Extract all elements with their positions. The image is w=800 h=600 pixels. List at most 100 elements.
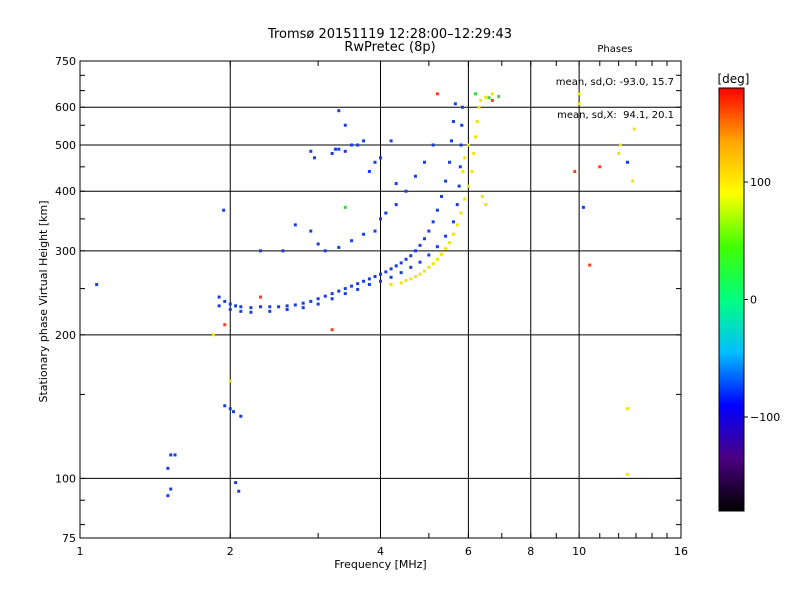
x-tick-label: 1 xyxy=(77,545,84,558)
data-point-x xyxy=(422,269,426,273)
data-point-o xyxy=(440,194,444,198)
data-point-o xyxy=(356,282,360,286)
data-point-o xyxy=(217,295,221,299)
data-point-o xyxy=(239,309,243,313)
data-point-o xyxy=(166,494,170,498)
y-axis-label: Stationary phase Virtual Height [km] xyxy=(37,200,50,402)
data-point-o xyxy=(239,414,243,418)
colorbar-tick-label: 0 xyxy=(750,294,757,307)
data-point-o xyxy=(337,147,341,151)
data-point-o xyxy=(394,203,398,207)
data-point-o xyxy=(404,189,408,193)
data-point-o xyxy=(418,260,422,264)
data-point-o xyxy=(379,272,382,276)
data-point-o xyxy=(362,279,366,283)
data-point-o xyxy=(367,277,371,281)
data-point-x xyxy=(431,262,435,266)
data-point-o xyxy=(301,306,305,310)
data-point-x xyxy=(389,282,393,286)
data-point-o xyxy=(309,229,313,233)
data-point-o xyxy=(356,287,360,291)
data-point-x xyxy=(470,169,474,173)
data-point-o xyxy=(413,174,417,178)
data-point-x xyxy=(480,194,484,198)
data-point-o xyxy=(394,264,398,268)
phase-stats-heading: Phases xyxy=(597,44,633,55)
colorbar xyxy=(718,87,745,512)
data-point-o xyxy=(427,229,431,233)
data-point-o xyxy=(379,279,382,283)
data-point-o xyxy=(449,139,453,143)
data-point-x xyxy=(461,169,465,173)
data-point-o xyxy=(581,205,585,209)
x-tick-label: 16 xyxy=(674,545,688,558)
x-tick-label: 8 xyxy=(527,545,534,558)
data-point-other xyxy=(598,165,602,169)
data-point-x xyxy=(455,223,459,227)
data-point-x xyxy=(473,135,477,139)
colorbar-tick-label: 100 xyxy=(750,176,771,189)
data-point-o xyxy=(249,306,253,310)
data-point-o xyxy=(367,169,371,173)
data-point-o xyxy=(362,232,366,236)
data-point-o xyxy=(451,220,455,224)
data-point-o xyxy=(379,156,382,160)
data-point-o xyxy=(404,257,408,261)
data-point-o xyxy=(217,304,221,308)
data-point-x xyxy=(617,151,621,155)
data-point-o xyxy=(399,261,403,265)
data-point-o xyxy=(399,271,403,275)
data-point-o xyxy=(316,302,320,306)
data-point-x xyxy=(625,472,629,476)
data-point-o xyxy=(330,297,334,301)
data-point-other xyxy=(223,323,227,327)
data-point-o xyxy=(228,307,232,311)
data-point-o xyxy=(389,267,393,271)
data-point-o xyxy=(173,453,177,457)
data-point-other xyxy=(435,92,439,96)
data-point-x xyxy=(490,92,494,96)
data-point-o xyxy=(362,139,366,143)
data-point-o xyxy=(239,305,243,309)
data-point-o xyxy=(237,489,241,493)
data-point-x xyxy=(444,247,448,251)
data-point-x xyxy=(631,179,635,183)
y-tick-label: 75 xyxy=(62,532,76,545)
y-tick-label: 400 xyxy=(55,185,76,198)
y-tick-label: 500 xyxy=(55,139,76,152)
data-point-o xyxy=(330,151,334,155)
data-point-o xyxy=(228,302,232,306)
data-point-o xyxy=(330,292,334,296)
data-point-other xyxy=(487,96,491,100)
data-point-o xyxy=(460,123,464,127)
data-point-o xyxy=(293,303,297,307)
data-point-o xyxy=(350,284,354,288)
data-point-other xyxy=(588,263,592,267)
data-point-o xyxy=(281,249,285,253)
data-point-o xyxy=(384,270,388,274)
data-point-other xyxy=(330,328,334,332)
data-point-o xyxy=(422,237,426,241)
data-point-o xyxy=(169,453,173,457)
data-point-o xyxy=(309,299,313,303)
data-point-o xyxy=(337,245,341,249)
data-point-x xyxy=(479,98,483,102)
data-point-x xyxy=(448,241,452,245)
data-point-o xyxy=(431,220,435,224)
data-point-o xyxy=(413,249,417,253)
data-point-o xyxy=(373,160,377,164)
data-point-x xyxy=(577,92,581,96)
data-point-o xyxy=(457,184,461,188)
data-point-o xyxy=(418,243,422,247)
data-point-x xyxy=(618,143,622,147)
data-point-x xyxy=(440,252,444,256)
data-point-o xyxy=(389,275,393,279)
data-point-x xyxy=(463,156,467,160)
data-point-x xyxy=(413,275,417,279)
data-point-o xyxy=(337,109,341,113)
data-point-o xyxy=(268,309,272,313)
data-point-o xyxy=(277,305,281,309)
data-point-o xyxy=(427,253,431,257)
data-point-o xyxy=(312,156,316,160)
chart-title: Tromsø 20151119 12:28:00–12:29:43 xyxy=(267,27,513,42)
